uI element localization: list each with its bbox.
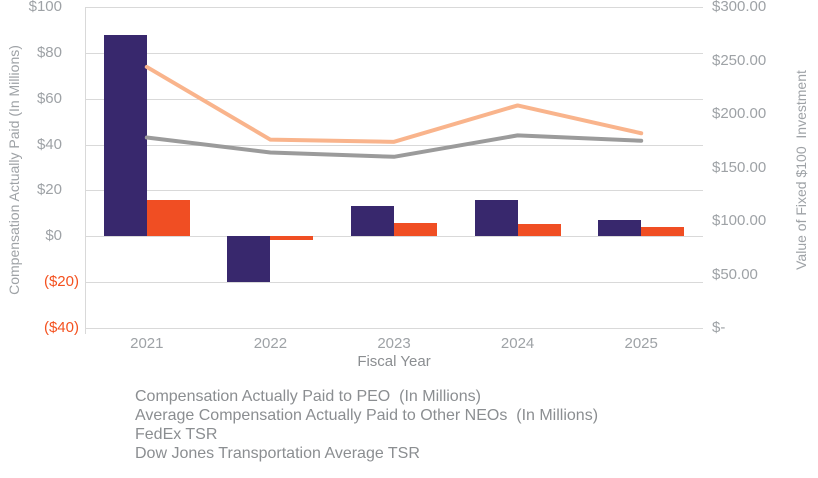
bar-neos-2022 — [270, 236, 314, 240]
tsr-lines — [144, 64, 644, 159]
gridline — [85, 282, 703, 284]
right-tick-label: $50.00 — [712, 265, 758, 283]
legend-item-peo: Compensation Actually Paid to PEO (In Mi… — [104, 388, 598, 405]
right-tick-label: $- — [712, 319, 726, 336]
left-tick-label: ($20) — [43, 273, 79, 291]
left-tick-label: $100 — [28, 0, 62, 15]
y-axis-line — [85, 7, 86, 334]
right-axis-title: Value of Fixed $100 Investment — [793, 70, 809, 270]
bar-neos-2025 — [641, 227, 685, 237]
bar-peo-2025 — [598, 220, 642, 237]
bar-peo-2022 — [227, 236, 271, 283]
right-tick-label: $100.00 — [712, 212, 767, 229]
bar-neos-2021 — [146, 199, 190, 237]
legend-item-neos: Average Compensation Actually Paid to Ot… — [104, 407, 599, 424]
djta-tsr-line — [144, 133, 644, 159]
left-tick-label: $60 — [36, 89, 62, 107]
left-tick-label: $20 — [36, 181, 62, 199]
gridline — [85, 98, 703, 100]
right-tick-label: $300.00 — [712, 0, 767, 15]
x-tick-label: 2021 — [130, 335, 164, 352]
left-tick-label: $40 — [36, 135, 62, 153]
x-axis-title: Fiscal Year — [357, 353, 431, 370]
legend-label-djta-tsr: Dow Jones Transportation Average TSR — [135, 445, 420, 462]
gridline — [85, 7, 703, 8]
right-tick-label: $200.00 — [712, 105, 767, 122]
bar-peo-2021 — [103, 34, 147, 237]
legend-label-peo: Compensation Actually Paid to PEO (In Mi… — [135, 388, 481, 405]
gridline — [85, 52, 703, 54]
legend-item-fedex-tsr: FedEx TSR — [104, 426, 598, 443]
x-tick-label: 2024 — [500, 335, 535, 352]
gridline — [85, 236, 703, 238]
fedex-tsr-line — [144, 64, 644, 144]
bar-peo-2023 — [351, 206, 394, 237]
x-tick-label: 2022 — [253, 335, 288, 352]
x-tick-label: 2025 — [624, 335, 658, 352]
left-tick-label: $80 — [36, 43, 62, 61]
left-tick-label: $0 — [45, 227, 62, 245]
legend-label-neos: Average Compensation Actually Paid to Ot… — [135, 407, 599, 424]
gridline — [85, 190, 703, 192]
gridline — [85, 144, 703, 146]
x-tick-label: 2023 — [377, 335, 411, 352]
right-tick-label: $250.00 — [712, 51, 767, 69]
gridline — [85, 328, 703, 329]
chart-legend: Compensation Actually Paid to PEO (In Mi… — [104, 388, 599, 462]
legend-label-fedex-tsr: FedEx TSR — [135, 426, 218, 443]
bar-neos-2024 — [517, 223, 561, 237]
bar-peo-2024 — [474, 199, 518, 237]
legend-item-djta-tsr: Dow Jones Transportation Average TSR — [104, 445, 598, 462]
right-tick-label: $150.00 — [712, 158, 767, 176]
bar-neos-2023 — [394, 222, 437, 237]
left-tick-label: ($40) — [43, 319, 79, 336]
plot-area — [85, 7, 703, 329]
